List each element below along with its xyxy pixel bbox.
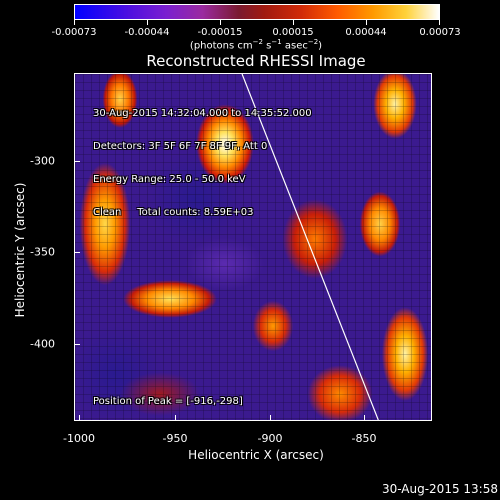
colorbar-tick-label: -0.00015 (197, 27, 243, 38)
y-axis-tick-label: -400 (30, 337, 55, 351)
colorbar-tick-label: -0.00073 (51, 27, 97, 38)
info-line-energy: Energy Range: 25.0 - 50.0 keV (93, 174, 246, 185)
info-line-detectors: Detectors: 3F 5F 6F 7F 8F 9F, Att 0 (93, 141, 268, 152)
plot-title: Reconstructed RHESSI Image (146, 52, 366, 70)
colorbar-units-suffix: ) (318, 40, 323, 52)
y-axis-tick (74, 344, 80, 345)
colorbar-units-mid1: s (262, 40, 272, 52)
colorbar-tick (74, 20, 75, 25)
colorbar-tick-label: -0.00044 (124, 27, 170, 38)
x-axis-tick (364, 415, 365, 421)
x-axis-tick-label: -850 (351, 432, 377, 445)
info-line-clean: Clean Total counts: 8.59E+03 (93, 207, 254, 218)
colorbar-tick (147, 20, 148, 25)
colorbar-tick (366, 20, 367, 25)
colorbar-units-exp1: −2 (252, 38, 263, 46)
peak-position-label: Position of Peak = [-916,-298] (93, 396, 243, 407)
x-axis-tick-label: -900 (257, 432, 283, 445)
colorbar-tick (293, 20, 294, 25)
y-axis-tick (74, 161, 80, 162)
x-axis-title: Heliocentric X (arcsec) (188, 448, 324, 462)
rhessi-image-plot: 30-Aug-2015 14:32:04.000 to 14:35:52.000… (74, 73, 432, 421)
x-axis-tick (270, 415, 271, 421)
info-line-time: 30-Aug-2015 14:32:04.000 to 14:35:52.000 (93, 108, 312, 119)
colorbar-units-mid2: asec (281, 40, 308, 52)
colorbar-units-exp2: −1 (271, 38, 282, 46)
y-axis-tick-label: -300 (30, 154, 55, 168)
colorbar (74, 4, 440, 20)
colorbar-tick (439, 20, 440, 25)
x-axis-tick (175, 415, 176, 421)
y-axis-tick (74, 252, 80, 253)
colorbar-tick-label: 0.00044 (345, 27, 387, 38)
colorbar-ticks (74, 20, 440, 25)
colorbar-units-prefix: (photons cm (189, 40, 253, 52)
x-axis-tick (79, 415, 80, 421)
x-axis-tick-label: -1000 (63, 432, 95, 445)
colorbar-tick-label: 0.00073 (419, 27, 461, 38)
colorbar-tick-label: 0.00015 (272, 27, 314, 38)
colorbar-units-exp3: −2 (307, 38, 319, 46)
info-box: 30-Aug-2015 14:32:04.000 to 14:35:52.000… (93, 86, 312, 240)
y-axis-title: Heliocentric Y (arcsec) (13, 182, 27, 318)
colorbar-units: (photons cm−2 s−1 asec−2) (190, 38, 322, 51)
colorbar-tick (220, 20, 221, 25)
footer-timestamp: 30-Aug-2015 13:58 (381, 482, 498, 496)
y-axis-tick-label: -350 (30, 245, 55, 259)
x-axis-tick-label: -950 (162, 432, 188, 445)
